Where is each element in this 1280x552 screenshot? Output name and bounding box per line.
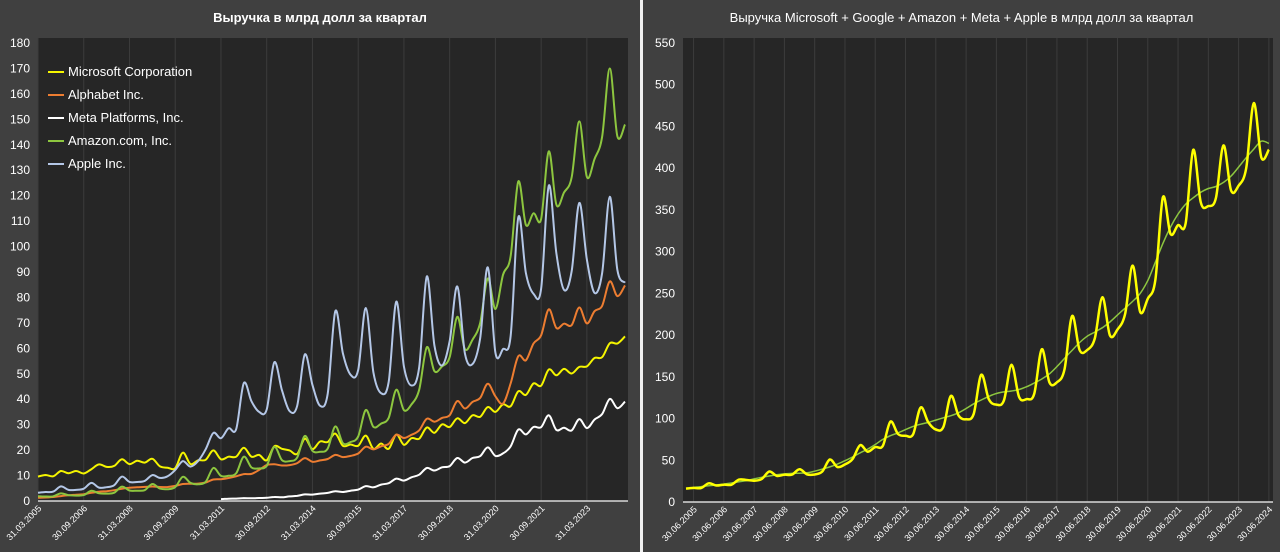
legend-item: Amazon.com, Inc.	[48, 129, 192, 152]
y-tick-label: 130	[10, 163, 30, 177]
legend-swatch	[48, 70, 64, 73]
y-tick-label: 450	[655, 119, 675, 133]
y-tick-label: 180	[10, 36, 30, 50]
legend-item: Alphabet Inc.	[48, 83, 192, 106]
series-line-meta-platforms-inc-	[220, 397, 626, 501]
y-tick-label: 150	[10, 112, 30, 126]
legend-swatch	[48, 139, 64, 142]
series-line-total	[685, 101, 1270, 490]
left-chart-panel: 0 10 20 30 40 50 60 70 80 90 100 110 120 130 140 150 160…	[4, 10, 628, 543]
legend-swatch	[48, 162, 64, 165]
x-tick-label: 30.09.2012	[233, 503, 272, 542]
y-tick-label: 50	[17, 367, 31, 381]
y-tick-label: 170	[10, 61, 30, 75]
right-chart-panel: 0 50 100 150 200 250 300 350 400 450 500 550 30.06.2…	[643, 0, 1280, 552]
series-line-apple-inc-	[37, 184, 626, 494]
y-tick-label: 0	[668, 495, 675, 509]
x-tick-label: 30.09.2006	[50, 503, 89, 542]
legend-swatch	[48, 116, 64, 119]
legend-label: Apple Inc.	[68, 156, 126, 171]
x-tick-label: 30.09.2018	[416, 503, 455, 542]
x-tick-label: 30.09.2015	[325, 503, 364, 542]
x-tick-label: 31.03.2008	[96, 503, 135, 542]
left-chart-title: Выручка в млрд долл за квартал	[213, 10, 427, 25]
series-line-amazon-com-inc-	[37, 67, 626, 498]
x-tick-label: 31.03.2014	[279, 503, 318, 542]
x-tick-label: 31.03.2023	[553, 503, 592, 542]
left-chart: 0 10 20 30 40 50 60 70 80 90 100 110 120 130 140 150 160…	[4, 36, 628, 542]
y-tick-label: 250	[655, 286, 675, 300]
panel-divider	[640, 0, 643, 552]
y-tick-label: 140	[10, 138, 30, 152]
y-tick-label: 300	[655, 245, 675, 259]
y-tick-label: 0	[23, 494, 30, 508]
x-tick-label: 30.09.2009	[142, 503, 181, 542]
y-tick-label: 350	[655, 203, 675, 217]
y-tick-label: 150	[655, 370, 675, 384]
y-tick-label: 550	[655, 36, 675, 50]
y-tick-label: 500	[655, 78, 675, 92]
x-tick-label: 30.09.2021	[508, 503, 547, 542]
y-tick-label: 400	[655, 161, 675, 175]
legend-item: Microsoft Corporation	[48, 60, 192, 83]
y-tick-label: 20	[17, 443, 31, 457]
legend-item: Meta Platforms, Inc.	[48, 106, 192, 129]
x-tick-label: 31.03.2005	[4, 503, 43, 542]
right-chart-title: Выручка Microsoft + Google + Amazon + Me…	[729, 10, 1194, 25]
plot-area	[38, 38, 628, 501]
x-tick-label: 31.03.2011	[188, 503, 226, 541]
y-tick-label: 50	[662, 453, 676, 467]
y-tick-label: 200	[655, 328, 675, 342]
right-chart: 05010015020025030035040045050055030.06.2…	[655, 36, 1274, 543]
series-line-alphabet-inc-	[37, 280, 626, 499]
y-tick-label: 100	[655, 412, 675, 426]
y-tick-label: 40	[17, 392, 31, 406]
y-tick-label: 100	[10, 240, 30, 254]
plot-area	[683, 38, 1273, 502]
legend-label: Amazon.com, Inc.	[68, 133, 173, 148]
y-tick-label: 30	[17, 418, 31, 432]
legend: Microsoft Corporation Alphabet Inc. Meta P…	[48, 60, 192, 175]
y-tick-label: 70	[17, 316, 31, 330]
legend-item: Apple Inc.	[48, 152, 192, 175]
y-tick-label: 110	[11, 214, 30, 228]
legend-label: Microsoft Corporation	[68, 64, 193, 79]
legend-label: Meta Platforms, Inc.	[68, 110, 184, 125]
y-tick-label: 60	[17, 341, 31, 355]
legend-swatch	[48, 93, 64, 96]
y-tick-label: 120	[10, 189, 30, 203]
x-tick-label: 31.03.2020	[462, 503, 501, 542]
y-tick-label: 90	[17, 265, 31, 279]
x-tick-label: 31.03.2017	[370, 503, 409, 542]
y-tick-label: 80	[17, 290, 31, 304]
legend-label: Alphabet Inc.	[68, 87, 144, 102]
y-tick-label: 160	[10, 87, 30, 101]
y-tick-label: 10	[17, 469, 31, 483]
